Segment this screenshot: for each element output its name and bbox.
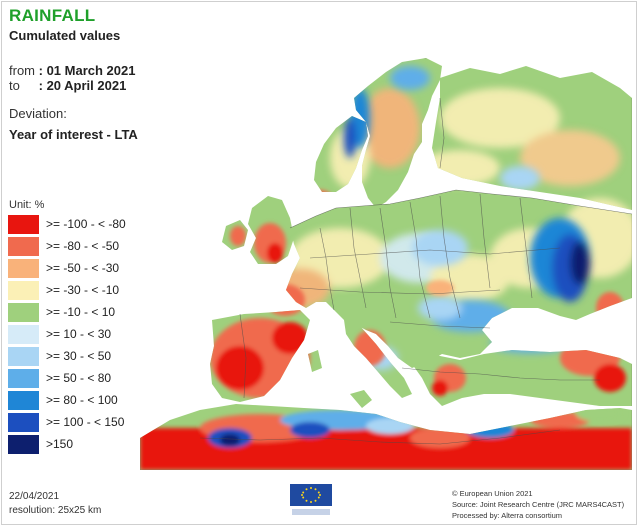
legend-swatch [8,325,39,344]
processed-text: Processed by: Alterra consortium [452,511,563,520]
publication-date: 22/04/2021 [9,491,60,502]
legend-swatch [8,369,39,388]
legend-swatch [8,347,39,366]
legend-label: >= 80 - < 100 [46,393,118,407]
date-from-label: from [9,63,35,78]
map-title: RAINFALL [9,6,96,25]
deviation-label: Deviation: [9,106,67,121]
legend-label: >= -10 - < 10 [46,305,116,319]
european-commission-logo [290,484,332,515]
legend-swatch [8,391,39,410]
legend-swatch [8,281,39,300]
legend-label: >= -100 - < -80 [46,217,126,231]
legend-swatch [8,237,39,256]
source-text: Source: Joint Research Centre (JRC MARS4… [452,500,625,509]
date-from-value: : 01 March 2021 [38,63,136,78]
resolution-text: resolution: 25x25 km [9,505,102,516]
credits-block: © European Union 2021 Source: Joint Rese… [452,488,624,521]
deviation-value: Year of interest - LTA [9,127,138,142]
date-to-value: : 20 April 2021 [38,78,127,93]
date-from-row: from : 01 March 2021 [9,63,135,78]
legend-label: >150 [46,437,74,451]
legend-swatch [8,435,39,454]
legend-label: >= -80 - < -50 [46,239,120,253]
legend-label: >= 30 - < 50 [46,349,112,363]
copyright-text: © European Union 2021 [452,489,533,498]
legend-label: >= -30 - < -10 [46,283,120,297]
legend-label: >= -50 - < -30 [46,261,120,275]
date-to-row: to : 20 April 2021 [9,78,126,93]
legend-swatch [8,303,39,322]
legend-swatch [8,259,39,278]
rainfall-anomaly-map [140,58,632,470]
legend-label: >= 50 - < 80 [46,371,112,385]
legend-label: >= 10 - < 30 [46,327,112,341]
date-to-label: to [9,78,20,93]
map-subtitle: Cumulated values [9,28,121,43]
legend-unit: Unit: % [9,199,45,211]
legend-label: >= 100 - < 150 [46,415,125,429]
legend-swatch [8,413,39,432]
legend-swatch [8,215,39,234]
